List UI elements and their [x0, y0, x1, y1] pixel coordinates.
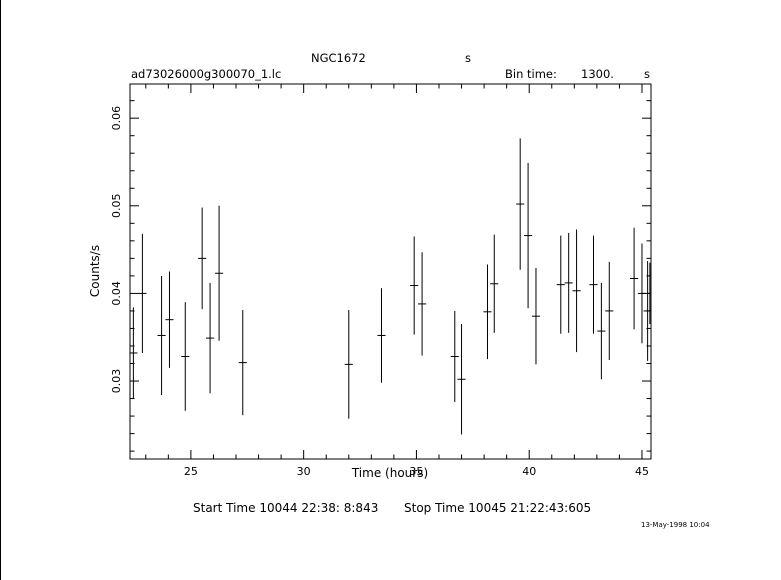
data-point	[524, 162, 533, 309]
x-axis-label: Time (hours)	[351, 466, 428, 480]
data-point	[531, 267, 541, 365]
plot-frame	[129, 83, 652, 460]
y-axis-label: Counts/s	[88, 245, 102, 297]
data-point	[344, 310, 353, 419]
stop-time-value: 10045 21:22:43:605	[468, 501, 592, 515]
stop-time-label: Stop Time	[404, 501, 465, 515]
bin-time-value: 1300.	[581, 67, 614, 81]
x-tick-label: 25	[184, 465, 198, 478]
y-tick-label: 0.06	[110, 106, 123, 131]
y-tick-label: 0.05	[110, 194, 123, 219]
x-tick-label: 35	[409, 465, 423, 478]
data-point	[457, 324, 466, 435]
object-title: NGC1672	[311, 51, 366, 65]
data-point	[238, 310, 247, 416]
data-point	[181, 302, 190, 411]
filename-label: ad73026000g300070_1.lc	[131, 67, 282, 81]
data-point	[450, 310, 459, 403]
data-point	[605, 261, 614, 360]
data-point	[648, 262, 651, 325]
x-tick-label: 30	[297, 465, 311, 478]
data-point	[637, 243, 647, 344]
data-point	[418, 252, 427, 356]
data-point	[490, 234, 499, 333]
bin-time-label: Bin time:	[505, 67, 557, 81]
data-point	[206, 282, 215, 394]
data-point	[630, 227, 639, 330]
plot-timestamp: 13-May-1998 10:04	[641, 521, 710, 529]
data-point	[589, 235, 598, 334]
left-border-line	[0, 0, 1, 580]
y-tick-label: 0.03	[110, 369, 123, 394]
data-point	[572, 229, 581, 353]
bin-time-unit: s	[644, 67, 650, 81]
data-point	[157, 275, 166, 396]
data-point	[138, 233, 147, 353]
data-point	[165, 271, 174, 368]
title-unit-label: s	[465, 51, 471, 65]
start-time-label: Start Time	[193, 501, 256, 515]
data-point	[483, 264, 492, 360]
y-tick-label: 0.04	[110, 281, 123, 306]
start-time-value: 10044 22:38: 8:843	[259, 501, 379, 515]
x-tick-label: 45	[635, 465, 649, 478]
data-point	[215, 205, 224, 341]
data-point	[410, 236, 419, 335]
x-tick-label: 40	[522, 465, 536, 478]
data-point	[564, 232, 573, 333]
data-point	[130, 307, 138, 399]
data-point	[198, 207, 207, 310]
data-point	[556, 235, 565, 334]
data-point	[516, 138, 525, 270]
data-point	[597, 282, 606, 380]
data-point	[377, 288, 386, 383]
time-range-line: Start Time 10044 22:38: 8:843 Stop Time …	[193, 502, 591, 514]
